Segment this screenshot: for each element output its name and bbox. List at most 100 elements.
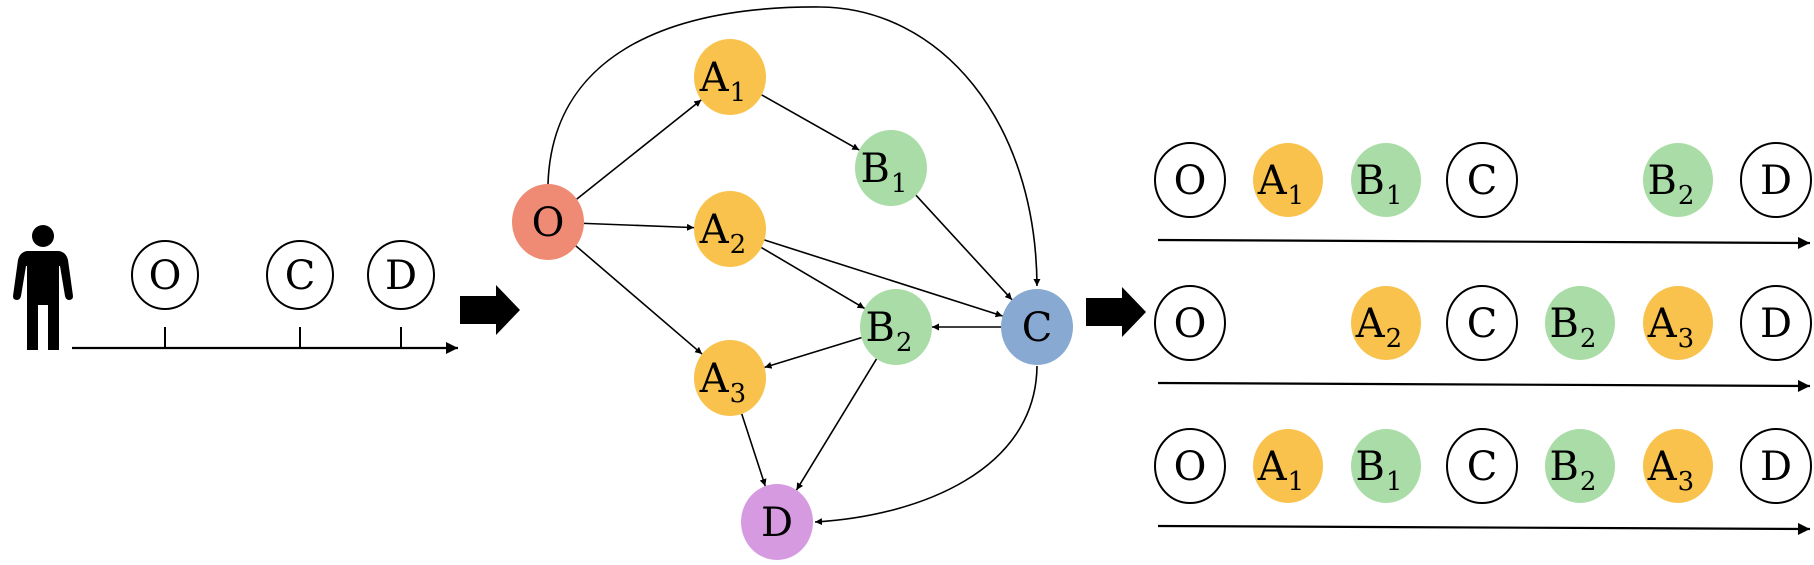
edge-a3-to-d: [740, 413, 767, 487]
timeline-stop-d-label: D: [385, 253, 417, 299]
sequence-node-d-label: D: [1760, 301, 1792, 347]
sequence-node-b2-label: B2: [1648, 158, 1695, 211]
graph-node-a1-main: A: [699, 55, 730, 101]
sequence-node-d-shape: [1740, 142, 1812, 218]
graph-node-a3-shape: [694, 340, 766, 416]
graph-node-a3-label: A3: [699, 356, 746, 409]
sequence-node-a2-subscript: 2: [1386, 324, 1403, 354]
sequence-node-o-main: O: [1174, 444, 1207, 490]
timeline-stop-o-shape: [131, 240, 199, 310]
graph-node-b1-subscript: 1: [891, 169, 908, 199]
sequence-node-c-label: C: [1467, 444, 1498, 490]
sequence-node-b2-main: B: [1550, 444, 1579, 490]
graph-node-b1-label: B1: [861, 146, 908, 199]
sequence-node-a1-shape: [1253, 429, 1323, 503]
graph-node-b2-label: B2: [866, 305, 913, 358]
sequence-node-b2: B2: [1545, 429, 1615, 503]
sequence-node-a2-main: A: [1355, 301, 1386, 347]
sequence-node-o-label: O: [1174, 301, 1207, 347]
sequence-axis: [1157, 236, 1811, 249]
graph-node-b1-shape: [855, 130, 927, 206]
sequence-node-a1-subscript: 1: [1288, 467, 1305, 497]
sequence-node-a1: A1: [1253, 143, 1323, 217]
sequence-node-b1: B1: [1351, 429, 1421, 503]
sequence-node-d-label: D: [1760, 444, 1792, 490]
sequence-axis: [1157, 379, 1811, 392]
sequence-node-c-main: C: [1467, 158, 1498, 204]
sequence-node-o-shape: [1154, 428, 1226, 504]
sequence-node-b1-shape: [1351, 143, 1421, 217]
graph-node-a2-label: A2: [699, 207, 746, 260]
graph-node-o-label: O: [532, 200, 565, 246]
sequence-node-c: C: [1446, 285, 1518, 361]
graph-node-b1-main: B: [861, 146, 890, 192]
graph-node-c-label: C: [1022, 305, 1053, 351]
sequence-node-o-main: O: [1174, 301, 1207, 347]
timeline-stop-o-main: O: [149, 253, 182, 299]
sequence-node-c-label: C: [1467, 158, 1498, 204]
person-icon: [13, 225, 73, 350]
sequence-node-a1-main: A: [1257, 444, 1288, 490]
sequence-node-d-label: D: [1760, 158, 1792, 204]
sequence-row: O A1 B1 C B2 A3 D: [1154, 428, 1812, 535]
sequence-node-b1-label: B1: [1356, 158, 1403, 211]
sequence-node-b2-main: B: [1648, 158, 1677, 204]
sequence-node-a3-label: A3: [1647, 444, 1694, 497]
sequence-axis: [1157, 522, 1811, 535]
graph-node-a1: A1: [694, 39, 766, 115]
sequence-node-b1-main: B: [1356, 444, 1385, 490]
graph-edges: [547, 6, 1041, 526]
graph-node-a1-subscript: 1: [730, 78, 747, 108]
sequence-node-b2-shape: [1643, 143, 1713, 217]
graph-node-d: D: [741, 484, 813, 560]
sequence-node-a3-shape: [1643, 429, 1713, 503]
sequence-node-a3-label: A3: [1647, 301, 1694, 354]
sequence-node-o: O: [1154, 142, 1226, 218]
sequence-node-a3-main: A: [1647, 444, 1678, 490]
timeline-stop-d: D: [367, 240, 435, 310]
graph-node-a2-subscript: 2: [730, 230, 747, 260]
sequence-node-b2-label: B2: [1550, 444, 1597, 497]
sequence-node-b1-shape: [1351, 429, 1421, 503]
sequence-node-b2-subscript: 2: [1580, 324, 1597, 354]
graph-node-a3-subscript: 3: [730, 379, 747, 409]
sequence-node-d-shape: [1740, 285, 1812, 361]
edge-o-to-c: [547, 6, 1041, 287]
sequence-node-a3: A3: [1643, 286, 1713, 360]
graph-node-c: C: [1001, 289, 1073, 365]
edge-b2-to-d: [795, 358, 878, 491]
sequence-node-b1-subscript: 1: [1386, 181, 1403, 211]
graph-node-b2-subscript: 2: [896, 328, 913, 358]
block-arrow-right: [460, 285, 520, 335]
timeline-stop-c: C: [266, 240, 334, 310]
sequence-node-b1-main: B: [1356, 158, 1385, 204]
route-sequences: O A1 B1 C B2 DO A2 C B2 A3 DO A1 B1 C B2 A3 D: [1154, 142, 1812, 535]
graph-node-d-shape: [741, 484, 813, 560]
sequence-node-b2: B2: [1643, 143, 1713, 217]
sequence-node-a1-label: A1: [1257, 158, 1304, 211]
sequence-node-d-main: D: [1760, 158, 1792, 204]
sequence-node-b2-label: B2: [1550, 301, 1597, 354]
sequence-node-d: D: [1740, 285, 1812, 361]
sequence-node-b2-shape: [1545, 429, 1615, 503]
edge-b2-to-a3: [764, 336, 862, 369]
graph-node-a1-label: A1: [699, 55, 746, 108]
sequence-node-b2-subscript: 2: [1580, 467, 1597, 497]
graph-node-a2-main: A: [699, 207, 730, 253]
sequence-node-a3-main: A: [1647, 301, 1678, 347]
sequence-row: O A2 C B2 A3 D: [1154, 285, 1812, 392]
sequence-node-a1-main: A: [1257, 158, 1288, 204]
sequence-node-o-label: O: [1174, 158, 1207, 204]
graph-node-a3-main: A: [699, 356, 730, 402]
sequence-node-a3-subscript: 3: [1678, 467, 1695, 497]
sequence-node-d: D: [1740, 142, 1812, 218]
sequence-node-a1-label: A1: [1257, 444, 1304, 497]
timeline-stop-d-shape: [367, 240, 435, 310]
sequence-node-c-shape: [1446, 285, 1518, 361]
sequence-row: O A1 B1 C B2 D: [1154, 142, 1812, 249]
sequence-node-d-shape: [1740, 428, 1812, 504]
